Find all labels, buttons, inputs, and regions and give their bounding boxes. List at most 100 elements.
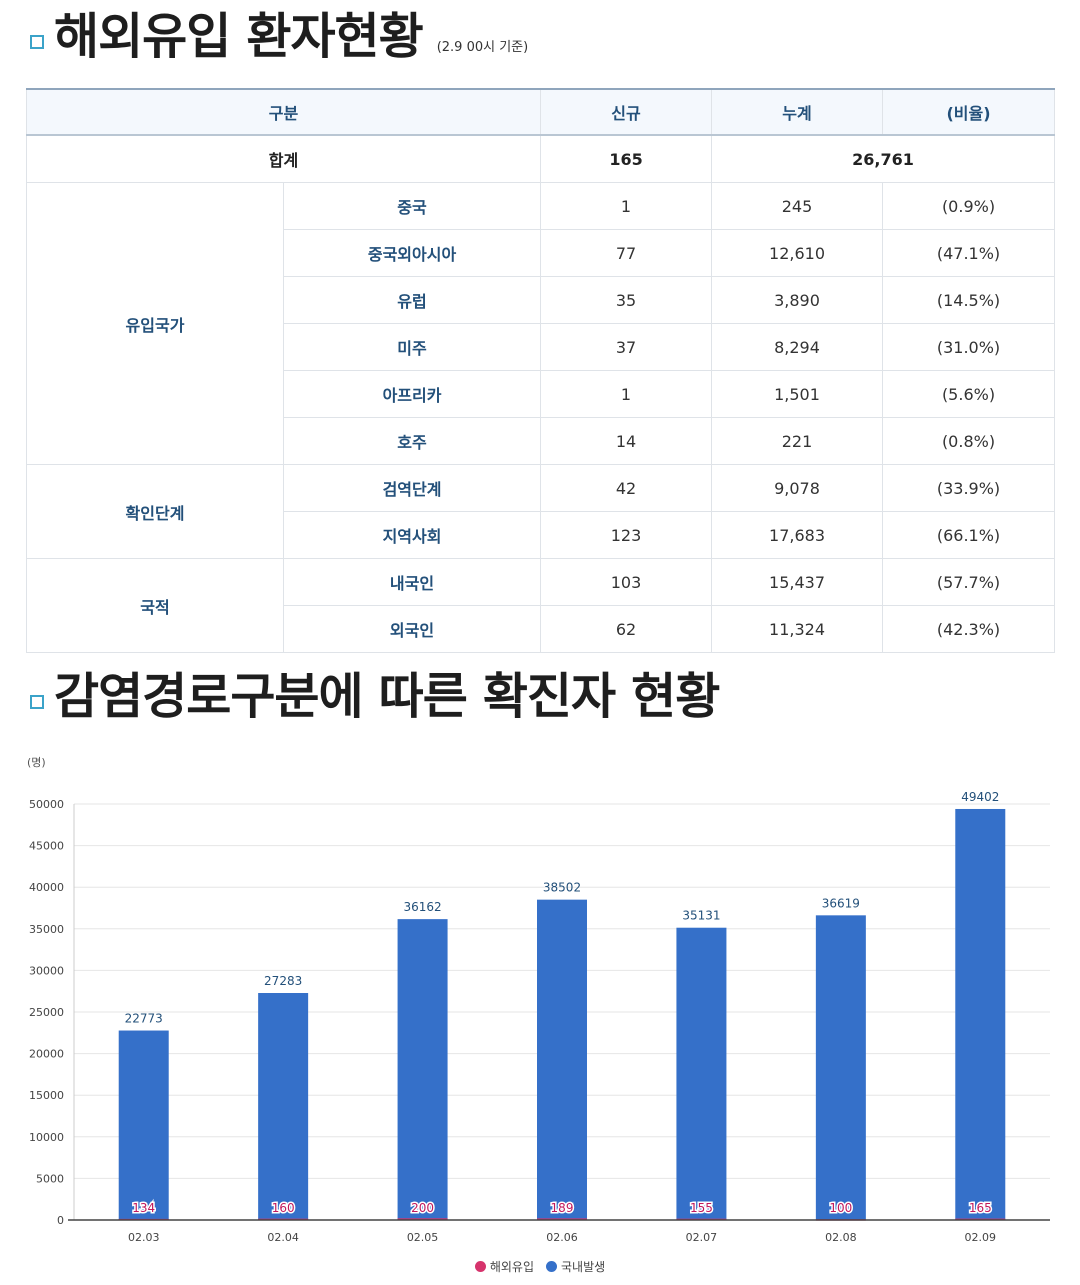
row-cumulative: 245 xyxy=(711,182,884,230)
row-cumulative: 8,294 xyxy=(711,323,884,371)
total-cumulative: 26,761 xyxy=(711,134,1056,183)
header-ratio: (비율) xyxy=(882,88,1056,136)
row-ratio: (31.0%) xyxy=(882,323,1056,371)
total-label: 합계 xyxy=(25,134,542,183)
section-title-route: 감염경로구분에 따른 확진자 현황 xyxy=(30,668,720,725)
header-new: 신규 xyxy=(540,88,713,136)
data-label-domestic: 27283 xyxy=(264,974,302,988)
data-label-domestic: 35131 xyxy=(682,909,720,923)
x-tick-label: 02.05 xyxy=(407,1231,439,1244)
row-category: 국적 xyxy=(26,558,284,653)
data-label-domestic: 22773 xyxy=(125,1012,163,1026)
row-label: 호주 xyxy=(282,417,542,465)
row-new: 42 xyxy=(540,464,713,512)
bar-imported xyxy=(537,1218,587,1220)
row-label: 유럽 xyxy=(282,276,542,324)
chart-legend: 해외유입 국내발생 xyxy=(0,1258,1080,1275)
header-cumulative: 누계 xyxy=(711,88,884,136)
row-cumulative: 9,078 xyxy=(711,464,884,512)
data-label-imported: 165 xyxy=(969,1201,992,1215)
row-new: 1 xyxy=(540,182,713,230)
row-label: 내국인 xyxy=(282,558,542,606)
chart-section-title: 감염경로구분에 따른 확진자 현황 xyxy=(54,668,720,725)
daily-cases-bar-chart: (명) 0 5000 10000 15000 20000 25000 30000 35000 40… xyxy=(27,756,1050,1244)
row-category: 유입국가 xyxy=(26,182,284,465)
table-row: 호주 14 221 (0.8%) xyxy=(27,417,1056,465)
row-cumulative: 1,501 xyxy=(711,370,884,418)
row-label: 아프리카 xyxy=(282,370,542,418)
x-tick-label: 02.07 xyxy=(686,1231,718,1244)
row-category: 확인단계 xyxy=(26,464,284,559)
row-new: 35 xyxy=(540,276,713,324)
data-label-imported: 160 xyxy=(272,1201,295,1215)
x-tick-label: 02.09 xyxy=(965,1231,997,1244)
page-title: 해외유입 환자현황 xyxy=(54,8,424,65)
row-ratio: (33.9%) xyxy=(882,464,1056,512)
header-category: 구분 xyxy=(25,88,542,136)
legend-label: 국내발생 xyxy=(561,1260,606,1274)
y-tick-label: 15000 xyxy=(29,1089,64,1102)
row-label: 외국인 xyxy=(282,605,542,653)
legend-item[interactable]: 국내발생 xyxy=(546,1258,605,1275)
table-row: 외국인 62 11,324 (42.3%) xyxy=(27,605,1056,653)
data-label-imported: 155 xyxy=(690,1201,713,1215)
table-row: 미주 37 8,294 (31.0%) xyxy=(27,323,1056,371)
imported-cases-table: 구분 신규 누계 (비율) 합계 165 26,761 유입국가 중국 1 245 (0… xyxy=(25,88,1056,653)
y-tick-label: 30000 xyxy=(29,964,64,977)
row-new: 77 xyxy=(540,229,713,277)
row-ratio: (66.1%) xyxy=(882,511,1056,559)
legend-dot-icon xyxy=(474,1261,486,1272)
data-label-domestic: 36619 xyxy=(822,896,860,910)
y-tick-label: 35000 xyxy=(29,923,64,936)
data-label-imported: 200 xyxy=(411,1201,434,1215)
row-label: 중국 xyxy=(282,182,542,230)
row-new: 62 xyxy=(540,605,713,653)
row-ratio: (0.8%) xyxy=(882,417,1056,465)
data-label-imported: 100 xyxy=(829,1201,852,1215)
row-ratio: (42.3%) xyxy=(882,605,1056,653)
row-ratio: (14.5%) xyxy=(882,276,1056,324)
row-label: 지역사회 xyxy=(282,511,542,559)
bar-domestic xyxy=(955,808,1006,1220)
table-row: 확인단계 검역단계 42 9,078 (33.9%) xyxy=(26,464,1056,559)
row-new: 14 xyxy=(540,417,713,465)
row-ratio: (0.9%) xyxy=(882,182,1056,230)
row-cumulative: 15,437 xyxy=(711,558,884,606)
y-tick-label: 45000 xyxy=(29,840,64,853)
table-row: 국적 내국인 103 15,437 (57.7%) xyxy=(26,558,1056,653)
base-time-note: (2.9 00시 기준) xyxy=(436,40,529,55)
total-row: 합계 165 26,761 xyxy=(25,134,1056,183)
x-tick-label: 02.08 xyxy=(825,1231,857,1244)
bar-domestic xyxy=(397,919,448,1220)
data-label-domestic: 36162 xyxy=(403,900,441,914)
square-bullet-icon xyxy=(30,35,44,49)
row-new: 1 xyxy=(540,370,713,418)
y-tick-label: 25000 xyxy=(29,1006,64,1019)
y-tick-label: 40000 xyxy=(29,881,64,894)
bar-domestic xyxy=(258,993,309,1220)
x-tick-label: 02.04 xyxy=(267,1231,299,1244)
table-row: 유럽 35 3,890 (14.5%) xyxy=(27,276,1056,324)
legend-item[interactable]: 해외유입 xyxy=(474,1258,534,1275)
y-tick-label: 0 xyxy=(57,1214,64,1227)
row-cumulative: 17,683 xyxy=(711,511,884,559)
row-new: 123 xyxy=(540,511,713,559)
bar-domestic xyxy=(537,899,587,1220)
row-cumulative: 221 xyxy=(711,417,884,465)
y-unit-label: (명) xyxy=(27,756,46,769)
row-ratio: (47.1%) xyxy=(882,229,1056,277)
row-new: 37 xyxy=(540,323,713,371)
data-label-domestic: 49402 xyxy=(961,790,999,804)
y-tick-label: 5000 xyxy=(36,1172,64,1185)
row-ratio: (5.6%) xyxy=(882,370,1056,418)
bar-imported xyxy=(397,1218,448,1220)
data-label-imported: 189 xyxy=(551,1201,574,1215)
row-cumulative: 11,324 xyxy=(711,605,884,653)
y-tick-label: 50000 xyxy=(29,798,64,811)
section-title-imported: 해외유입 환자현황 (2.9 00시 기준) xyxy=(30,12,528,61)
data-label-imported: 134 xyxy=(132,1201,155,1215)
square-bullet-icon xyxy=(30,695,44,709)
bar-domestic xyxy=(118,1030,169,1220)
table-row: 유입국가 중국 1 245 (0.9%) xyxy=(26,182,1056,465)
row-label: 미주 xyxy=(282,323,542,371)
